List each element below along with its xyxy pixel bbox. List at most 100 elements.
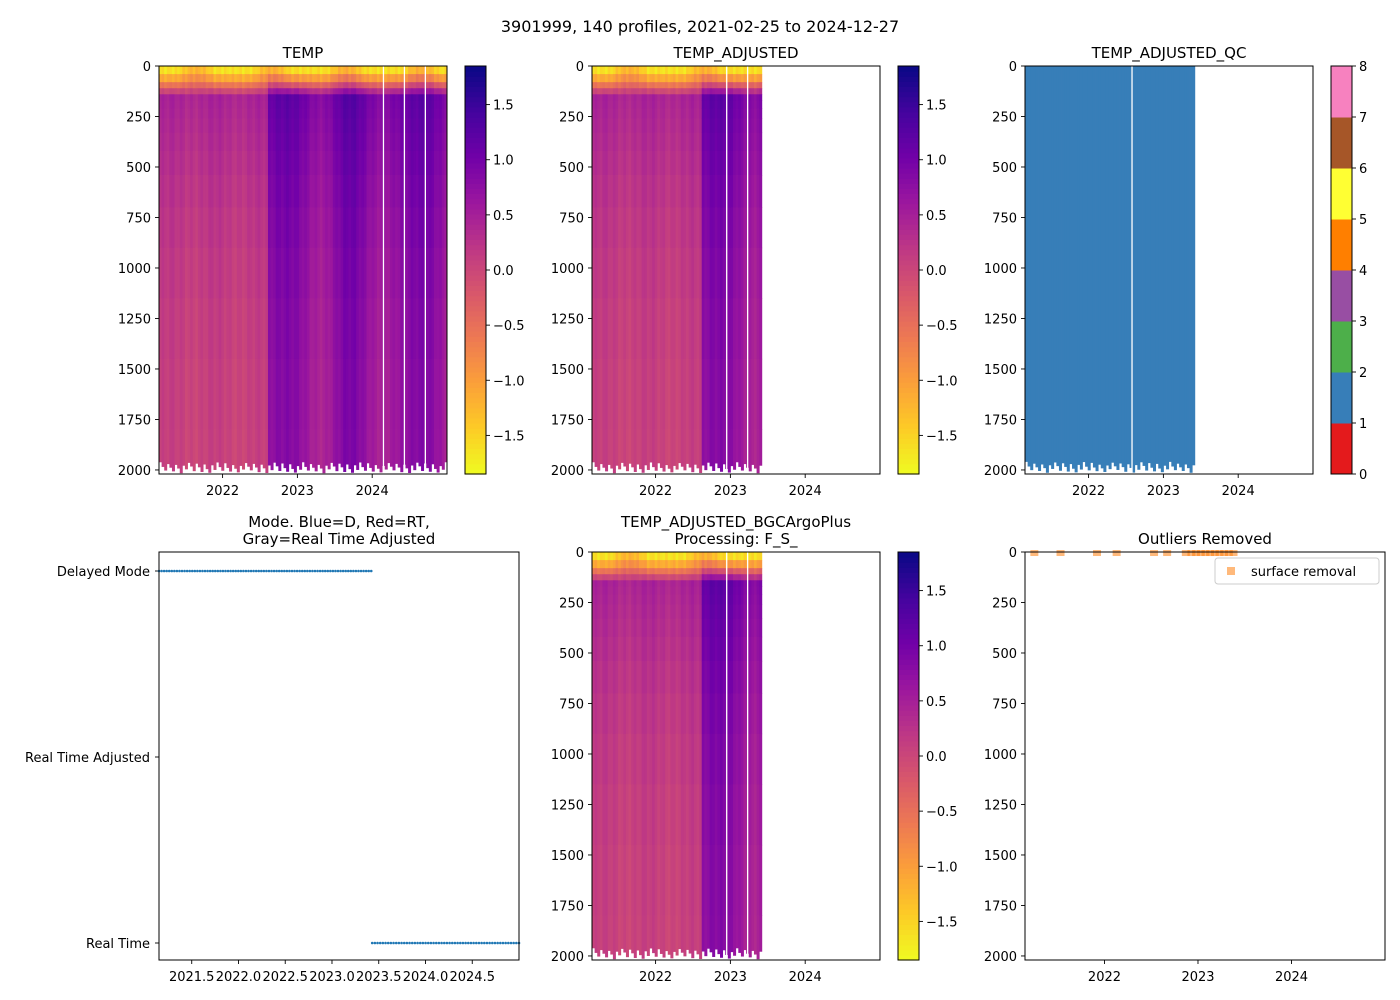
- temp-heatmap-cell: [408, 429, 412, 473]
- bgc-heatmap-cell: [592, 594, 596, 605]
- temp-heatmap-cell: [208, 150, 212, 176]
- temp-heatmap-cell: [439, 429, 443, 467]
- temp-colorbar-segment: [465, 117, 486, 123]
- temp-colorbar-segment: [465, 111, 486, 118]
- temp-heatmap-cell: [288, 358, 292, 430]
- bgc-heatmap-cell: [748, 560, 752, 569]
- temp-heatmap-cell: [415, 74, 419, 83]
- temp-heatmap-cell: [444, 207, 448, 249]
- temp-heatmap-cell: [410, 298, 414, 360]
- temp-heatmap-cell: [392, 247, 396, 299]
- bgc-heatmap-cell: [699, 693, 703, 735]
- temp_adj-heatmap-cell: [672, 94, 676, 101]
- temp-heatmap-cell: [434, 298, 438, 360]
- bgc-heatmap-cell: [675, 552, 679, 561]
- bgc-heatmap-cell: [665, 661, 669, 694]
- temp-heatmap-cell: [439, 358, 443, 430]
- temp_adj-heatmap-cell: [735, 66, 739, 75]
- bgc-heatmap-cell: [623, 574, 627, 581]
- temp-heatmap-cell: [231, 88, 235, 95]
- temp-heatmap-cell: [239, 88, 243, 95]
- temp-heatmap-cell: [197, 94, 201, 101]
- temp_adj_qc-colorbar-segment: [1331, 423, 1352, 475]
- temp-heatmap-cell: [236, 108, 240, 119]
- temp-heatmap-cell: [351, 108, 354, 119]
- temp_adj-heatmap-cell: [727, 66, 731, 75]
- temp_adj-heatmap-cell: [641, 82, 645, 89]
- temp_adj-heatmap-cell: [714, 358, 718, 430]
- temp-heatmap-cell: [216, 94, 220, 101]
- temp-heatmap-cell: [286, 247, 290, 299]
- temp-heatmap-cell: [203, 66, 207, 75]
- bgc-heatmap-cell: [662, 552, 666, 561]
- temp_adj-heatmap-cell: [691, 82, 695, 89]
- temp_adj-heatmap-cell: [748, 132, 752, 152]
- bgc-title: Processing: F_S_: [674, 530, 798, 549]
- temp-heatmap-cell: [203, 247, 207, 299]
- temp_adj-heatmap-cell: [646, 74, 650, 83]
- temp_adj-heatmap-cell: [733, 429, 737, 470]
- temp-heatmap-cell: [278, 298, 282, 360]
- temp_adj_qc-colorbar-label: 8: [1359, 60, 1367, 75]
- temp-heatmap-cell: [389, 88, 393, 95]
- temp-heatmap-cell: [395, 247, 399, 299]
- temp-heatmap-cell: [197, 74, 201, 83]
- temp-heatmap-cell: [166, 429, 170, 465]
- temp_adj-heatmap-cell: [623, 175, 627, 208]
- temp_adj_qc-qc-column: [1111, 66, 1115, 463]
- temp-heatmap-cell: [169, 358, 173, 430]
- temp-heatmap-cell: [244, 358, 248, 430]
- temp_adj-heatmap-cell: [649, 108, 653, 119]
- temp_adj-heatmap-cell: [735, 118, 739, 134]
- temp_adj-heatmap-cell: [730, 100, 734, 109]
- bgc-heatmap-cell: [735, 594, 739, 605]
- bgc-heatmap-cell: [659, 636, 663, 662]
- bgc-heatmap-cell: [620, 574, 624, 581]
- temp-heatmap-cell: [231, 132, 235, 152]
- temp-heatmap-cell: [270, 132, 274, 152]
- temp-colorbar-segment: [465, 147, 486, 154]
- bgc-heatmap-cell: [709, 586, 713, 595]
- temp-heatmap-cell: [413, 150, 417, 176]
- temp-heatmap-cell: [177, 247, 181, 299]
- bgc-heatmap-cell: [733, 636, 737, 662]
- temp_adj-heatmap-cell: [706, 247, 710, 299]
- temp_adj-colorbar-segment: [898, 448, 919, 455]
- temp-heatmap-cell: [408, 207, 412, 249]
- bgc-heatmap-cell: [610, 844, 614, 916]
- temp-heatmap-cell: [197, 132, 201, 152]
- temp_adj-heatmap-cell: [672, 175, 676, 208]
- temp-heatmap-cell: [226, 108, 230, 119]
- temp-heatmap-cell: [161, 88, 165, 95]
- temp-heatmap-cell: [169, 132, 173, 152]
- temp_adj-heatmap-cell: [701, 100, 705, 109]
- temp-heatmap-cell: [434, 82, 438, 89]
- temp-heatmap-cell: [262, 88, 266, 95]
- temp-heatmap-cell: [216, 207, 220, 249]
- temp-heatmap-cell: [363, 358, 367, 430]
- bgc-heatmap-cell: [709, 784, 713, 846]
- temp-colorbar-segment: [465, 193, 486, 200]
- temp-heatmap-cell: [314, 429, 318, 472]
- temp_adj-colorbar-segment: [898, 71, 919, 77]
- temp_adj-heatmap-cell: [683, 74, 687, 83]
- temp-heatmap-cell: [252, 100, 256, 109]
- temp-heatmap-cell: [280, 150, 284, 176]
- temp_adj-heatmap-cell: [699, 247, 703, 299]
- temp-heatmap-cell: [325, 108, 329, 119]
- temp_adj-heatmap-cell: [738, 74, 742, 83]
- temp-heatmap-cell: [260, 175, 264, 208]
- temp_adj_qc-title: TEMP_ADJUSTED_QC: [1091, 44, 1247, 63]
- bgc-heatmap-cell: [612, 586, 616, 595]
- temp-heatmap-cell: [270, 94, 274, 101]
- temp_adj-heatmap-cell: [633, 298, 637, 360]
- temp_adj-heatmap-cell: [610, 88, 614, 95]
- temp-heatmap-cell: [213, 88, 217, 95]
- temp-heatmap-cell: [374, 100, 378, 109]
- temp-heatmap-cell: [332, 150, 336, 176]
- bgc-heatmap-cell: [667, 586, 671, 595]
- temp-heatmap-cell: [244, 298, 248, 360]
- temp-heatmap-cell: [275, 247, 279, 299]
- temp-heatmap-cell: [174, 66, 178, 75]
- temp-heatmap-cell: [260, 66, 264, 75]
